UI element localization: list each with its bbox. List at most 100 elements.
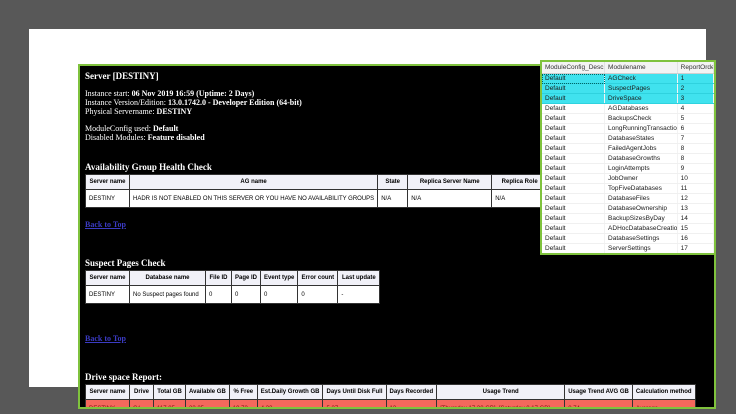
grid-cell[interactable]: SuspectPages xyxy=(604,83,678,94)
grid-cell[interactable]: DatabaseGrowths xyxy=(604,153,678,164)
grid-cell[interactable]: DatabaseFiles xyxy=(604,193,678,204)
drive-section-heading: Drive space Report: xyxy=(85,372,162,382)
column-header[interactable]: ReportOrder xyxy=(677,62,714,74)
grid-cell[interactable]: Default xyxy=(542,183,606,194)
table-cell: No Suspect pages found xyxy=(129,285,206,304)
column-header: Est.Daily Growth GB xyxy=(256,384,324,400)
instance-version-value: 13.0.1742.0 - Developer Edition (64-bit) xyxy=(167,98,302,107)
grid-cell[interactable]: 5 xyxy=(677,113,714,124)
grid-row[interactable]: Default DatabaseGrowths 8 xyxy=(542,153,714,164)
table-cell: 0 xyxy=(205,285,232,304)
grid-cell[interactable]: Default xyxy=(542,203,606,214)
grid-cell[interactable]: 18 xyxy=(677,254,713,256)
grid-row[interactable]: Default DatabaseStates 7 xyxy=(542,133,714,144)
grid-cell[interactable]: Default xyxy=(542,243,606,253)
grid-cell[interactable]: Default xyxy=(542,193,606,204)
grid-cell[interactable]: DatabaseStates xyxy=(604,133,678,144)
grid-cell[interactable]: Default xyxy=(542,113,606,124)
physical-servername-line: Physical Servername: DESTINY xyxy=(85,107,714,116)
grid-cell[interactable]: Default xyxy=(542,133,606,144)
grid-cell[interactable]: LongRunningTransactio... xyxy=(604,123,678,134)
grid-row[interactable]: Default AGCheck 1 xyxy=(542,73,714,84)
column-header: Error count xyxy=(297,270,339,286)
table-cell: 0 xyxy=(297,285,339,304)
grid-cell[interactable]: BackupsCheck xyxy=(604,113,678,124)
grid-row[interactable]: Default DatabaseFiles 12 xyxy=(542,193,714,204)
grid-cell[interactable]: 8 xyxy=(677,143,714,154)
grid-cell[interactable]: 16 xyxy=(677,233,714,244)
grid-cell[interactable]: LoginAttempts xyxy=(604,163,678,174)
grid-cell[interactable]: DatabaseOwnership xyxy=(604,203,678,214)
grid-row[interactable]: Default LongRunningTransactio... 6 xyxy=(542,123,714,134)
table-cell: C:\ xyxy=(129,399,154,407)
grid-cell[interactable]: 4 xyxy=(677,103,714,114)
grid-cell[interactable]: 6 xyxy=(677,123,714,134)
grid-cell[interactable]: Default xyxy=(542,123,606,134)
grid-row[interactable]: Default DatabaseOwnership 13 xyxy=(542,203,714,214)
table-cell: N/A xyxy=(407,189,493,208)
column-header: Replica Server Name xyxy=(407,174,493,190)
grid-row[interactable]: Default DatabaseSettings 16 xyxy=(542,233,714,244)
grid-row[interactable]: DefaultUnusedLogshipConfig18 xyxy=(542,254,714,256)
grid-cell[interactable]: 12 xyxy=(677,193,714,204)
disabled-modules-value: Feature disabled xyxy=(147,133,205,142)
grid-cell[interactable]: 1 xyxy=(677,73,714,84)
grid-cell[interactable]: ADHocDatabaseCreatio... xyxy=(604,223,678,234)
back-to-top-link-1[interactable]: Back to Top xyxy=(85,220,126,229)
grid-cell[interactable]: Default xyxy=(542,254,605,256)
grid-cell[interactable]: 9 xyxy=(677,163,714,174)
grid-row[interactable]: Default DriveSpace 3 xyxy=(542,93,714,104)
grid-cell[interactable]: 13 xyxy=(677,203,714,214)
grid-cell[interactable]: AGDatabases xyxy=(604,103,678,114)
grid-cell[interactable]: Default xyxy=(542,213,606,224)
grid-cell[interactable]: 2 xyxy=(677,83,714,94)
grid-cell[interactable]: Default xyxy=(542,223,606,234)
grid-cell[interactable]: 17 xyxy=(677,243,714,253)
column-header: Available GB xyxy=(185,384,230,400)
grid-cell[interactable]: 7 xyxy=(677,133,714,144)
grid-cell[interactable]: Default xyxy=(542,73,606,84)
grid-row[interactable]: Default BackupSizesByDay 14 xyxy=(542,213,714,224)
grid-cell[interactable]: Default xyxy=(542,233,606,244)
table-row: DESTINY No Suspect pages found 0 0 0 0- xyxy=(85,285,381,304)
grid-cell[interactable]: ServerSettings xyxy=(604,243,678,253)
table-cell: DESTINY xyxy=(85,189,130,208)
header-row: Server name Database name File ID Page ID Ev… xyxy=(85,270,381,286)
grid-cell[interactable]: AGCheck xyxy=(604,73,678,84)
grid-cell[interactable]: DriveSpace xyxy=(604,93,678,104)
grid-cell[interactable]: Default xyxy=(542,173,606,184)
grid-row[interactable]: Default LoginAttempts 9 xyxy=(542,163,714,174)
grid-cell[interactable]: 8 xyxy=(677,153,714,164)
grid-row[interactable]: Default FailedAgentJobs 8 xyxy=(542,143,714,154)
grid-cell[interactable]: 3 xyxy=(677,93,714,104)
grid-row[interactable]: Default TopFiveDatabases 11 xyxy=(542,183,714,194)
grid-cell[interactable]: Default xyxy=(542,83,606,94)
grid-row[interactable]: Default JobOwner 10 xyxy=(542,173,714,184)
column-header: Last update xyxy=(337,270,381,286)
grid-cell[interactable]: JobOwner xyxy=(604,173,678,184)
grid-row[interactable]: Default AGDatabases 4 xyxy=(542,103,714,114)
grid-cell[interactable]: Default xyxy=(542,93,606,104)
column-header: Usage Trend AVG GB xyxy=(564,384,633,400)
grid-cell[interactable]: UnusedLogshipConfig xyxy=(605,254,678,256)
column-header[interactable]: ModuleConfig_Desc xyxy=(542,62,606,74)
back-to-top-link-2[interactable]: Back to Top xyxy=(85,334,126,343)
physical-servername-label: Physical Servername: xyxy=(85,107,157,116)
grid-cell[interactable]: 15 xyxy=(677,223,714,234)
grid-cell[interactable]: BackupSizesByDay xyxy=(604,213,678,224)
grid-row[interactable]: Default BackupsCheck 5 xyxy=(542,113,714,124)
grid-cell[interactable]: FailedAgentJobs xyxy=(604,143,678,154)
column-header[interactable]: Modulename xyxy=(604,62,678,74)
grid-cell[interactable]: Default xyxy=(542,163,606,174)
grid-cell[interactable]: 11 xyxy=(677,183,714,194)
grid-cell[interactable]: 10 xyxy=(677,173,714,184)
grid-row[interactable]: Default ServerSettings 17 xyxy=(542,243,714,253)
grid-cell[interactable]: 14 xyxy=(677,213,714,224)
grid-row[interactable]: Default ADHocDatabaseCreatio... 15 xyxy=(542,223,714,234)
grid-row[interactable]: Default SuspectPages 2 xyxy=(542,83,714,94)
grid-cell[interactable]: Default xyxy=(542,153,606,164)
grid-cell[interactable]: Default xyxy=(542,103,606,114)
grid-cell[interactable]: DatabaseSettings xyxy=(604,233,678,244)
grid-cell[interactable]: Default xyxy=(542,143,606,154)
grid-cell[interactable]: TopFiveDatabases xyxy=(604,183,678,194)
